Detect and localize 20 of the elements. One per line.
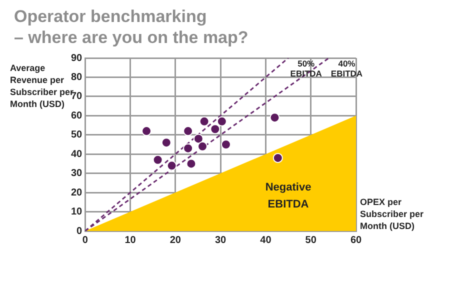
x-axis-title: OPEX per Subscriber per Month (USD)	[360, 196, 425, 232]
y-tick-label: 50	[71, 130, 83, 141]
chart-title: Operator benchmarking – where are you on the map?	[14, 6, 248, 48]
y-tick-label: 20	[71, 187, 83, 198]
y-tick-label: 90	[71, 52, 83, 64]
x-tick-label: 10	[124, 234, 136, 246]
y-tick-label: 60	[71, 110, 83, 122]
y-tick-label: 0	[76, 226, 83, 237]
y-tick-label: 30	[71, 168, 83, 180]
series-label: Negative EBITDA	[265, 181, 312, 210]
series-label: 40% EBITDA	[330, 58, 363, 78]
x-tick-label: 40	[260, 234, 272, 246]
y-tick-label: 10	[71, 206, 83, 218]
y-tick-label: 40	[71, 148, 83, 160]
series-label: 50% EBITDA	[290, 58, 322, 78]
y-tick-label: 80	[71, 72, 83, 83]
x-tick-label: 30	[215, 234, 227, 246]
x-tick-label: 20	[170, 234, 182, 246]
x-tick-label: 50	[305, 234, 317, 246]
x-tick-label: 60	[350, 234, 362, 246]
